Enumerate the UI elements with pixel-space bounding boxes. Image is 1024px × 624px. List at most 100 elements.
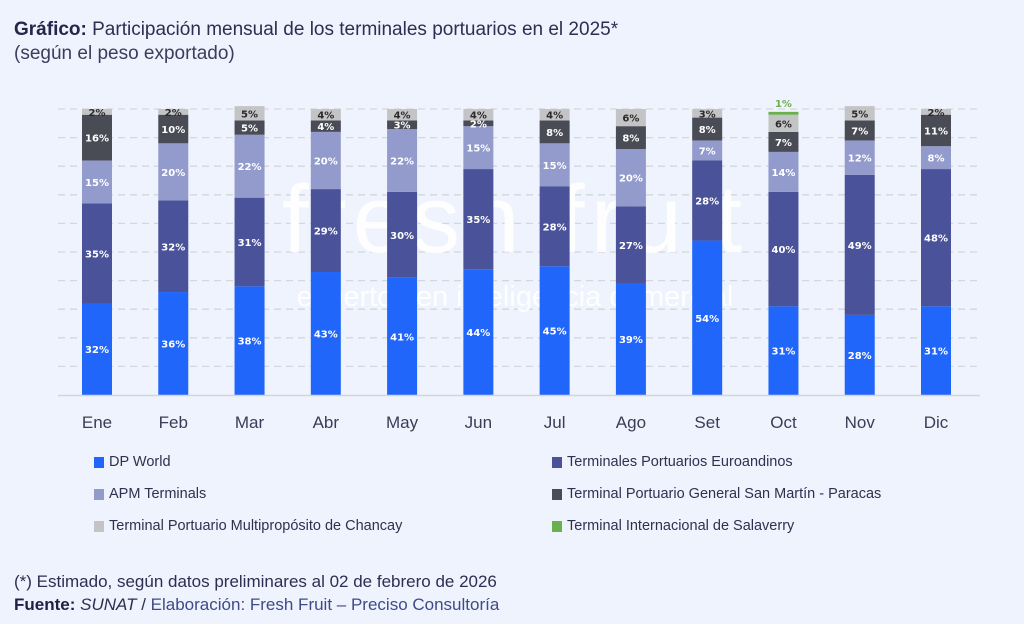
- source-separator: /: [136, 595, 151, 614]
- x-tick-label: Jul: [544, 413, 566, 432]
- data-label: 4%: [470, 111, 487, 122]
- bar-segment: [539, 143, 570, 187]
- data-label: 49%: [848, 241, 872, 252]
- data-label: 45%: [543, 327, 567, 338]
- legend-label: DP World: [109, 454, 171, 470]
- data-label: 3%: [394, 121, 411, 132]
- data-label: 27%: [619, 241, 643, 252]
- bar-segment: [692, 117, 723, 141]
- data-label: 7%: [775, 138, 792, 149]
- data-label: 43%: [314, 330, 338, 341]
- bar-stack-ago: 39% 27% 20% 8% 6%: [615, 109, 646, 395]
- data-label: 28%: [543, 222, 567, 233]
- bar-segment: [82, 203, 112, 304]
- data-label: 44%: [466, 328, 490, 339]
- data-label: 48%: [924, 234, 948, 245]
- data-label: 4%: [317, 122, 334, 133]
- x-tick-label: Abr: [313, 413, 340, 432]
- bar-stack-nov: 28% 49% 12% 7% 5%: [844, 106, 875, 395]
- bar-segment: [310, 120, 341, 132]
- legend-item: Terminal Internacional de Salaverry: [552, 518, 794, 534]
- bars: 32% 35% 15% 16% 2% 36% 32% 20% 10% 2% 38% 31% 22% 5% 5…: [82, 99, 951, 395]
- bar-stack-jul: 45% 28% 15% 8% 4%: [539, 109, 570, 395]
- bar-stack-may: 41% 30% 22% 3%4%: [387, 109, 418, 395]
- footnote: (*) Estimado, según datos preliminares a…: [14, 572, 497, 591]
- bar-segment: [234, 197, 265, 287]
- bar-stack-ene: 32% 35% 15% 16% 2%: [82, 108, 112, 395]
- data-label: 41%: [390, 332, 414, 343]
- x-tick-label: Oct: [770, 413, 797, 432]
- data-label: 12%: [848, 154, 872, 165]
- bar-segment: [768, 151, 799, 192]
- data-label: 28%: [848, 351, 872, 362]
- data-label: 31%: [924, 347, 948, 358]
- data-label: 1%: [775, 99, 792, 110]
- legend: DP World Terminales Portuarios Euroandino…: [94, 454, 974, 544]
- bar-segment: [539, 120, 570, 144]
- bar-segment: [387, 277, 418, 395]
- bar-stack-abr: 43% 29% 20% 4%4%: [310, 109, 341, 395]
- legend-swatch-icon: [94, 520, 104, 532]
- bar-segment: [310, 131, 341, 190]
- bar-segment: [768, 306, 799, 395]
- bar-segment: [615, 126, 646, 150]
- legend-item: Terminal Portuario Multipropósito de Cha…: [94, 518, 402, 534]
- data-label: 22%: [238, 162, 262, 173]
- data-label: 29%: [314, 227, 338, 238]
- bar-segment: [844, 120, 875, 141]
- data-label: 20%: [314, 156, 338, 167]
- x-tick-label: Jun: [465, 413, 492, 432]
- bar-segment: [921, 306, 951, 395]
- data-label: 8%: [699, 125, 716, 136]
- data-label: 4%: [317, 111, 334, 122]
- bar-segment: [921, 109, 951, 115]
- bar-segment: [768, 111, 799, 115]
- data-label: 14%: [771, 168, 795, 179]
- chart-title-text: Participación mensual de los terminales …: [86, 19, 619, 40]
- data-label: 11%: [924, 126, 948, 137]
- data-label: 7%: [699, 146, 716, 157]
- legend-label: APM Terminals: [109, 486, 207, 502]
- bar-segment: [692, 240, 723, 395]
- bar-segment: [844, 174, 875, 315]
- bar-segment: [463, 126, 494, 170]
- bar-segment: [158, 109, 189, 115]
- bar-segment: [82, 109, 112, 115]
- bar-segment: [82, 303, 112, 395]
- legend-item: APM Terminals: [94, 486, 206, 502]
- legend-label: Terminal Portuario General San Martín - …: [567, 486, 882, 502]
- data-label: 16%: [85, 134, 109, 145]
- data-label: 5%: [851, 109, 868, 120]
- chart-title: Gráfico: Participación mensual de los te…: [14, 18, 618, 66]
- data-label: 54%: [695, 314, 719, 325]
- data-label: 6%: [775, 119, 792, 130]
- bar-segment: [921, 114, 951, 147]
- chart-subtitle: (según el peso exportado): [14, 43, 235, 64]
- data-label: 2%: [928, 108, 945, 119]
- data-label: 3%: [699, 109, 716, 120]
- legend-label: Terminal Portuario Multipropósito de Cha…: [109, 518, 403, 534]
- bar-segment: [844, 106, 875, 121]
- data-label: 40%: [771, 245, 795, 256]
- bar-segment: [615, 109, 646, 127]
- bar-segment: [387, 109, 418, 121]
- bar-segment: [539, 109, 570, 121]
- legend-item: Terminales Portuarios Euroandinos: [552, 454, 793, 470]
- bar-segment: [844, 140, 875, 175]
- data-label: 30%: [390, 231, 414, 242]
- bar-segment: [234, 120, 265, 135]
- legend-swatch-icon: [94, 456, 104, 468]
- data-label: 35%: [85, 249, 109, 260]
- legend-swatch-icon: [552, 520, 562, 532]
- bar-segment: [310, 272, 341, 395]
- legend-label: Terminal Internacional de Salaverry: [567, 518, 795, 534]
- bar-segment: [692, 109, 723, 118]
- bar-segment: [310, 109, 341, 121]
- legend-swatch-icon: [552, 456, 562, 468]
- bar-segment: [463, 109, 494, 121]
- source-label: Fuente:: [14, 595, 76, 614]
- bar-stack-feb: 36% 32% 20% 10% 2%: [158, 108, 189, 395]
- data-label: 15%: [85, 178, 109, 189]
- watermark-brand: fresh fruit: [282, 166, 748, 273]
- data-label: 8%: [622, 134, 639, 145]
